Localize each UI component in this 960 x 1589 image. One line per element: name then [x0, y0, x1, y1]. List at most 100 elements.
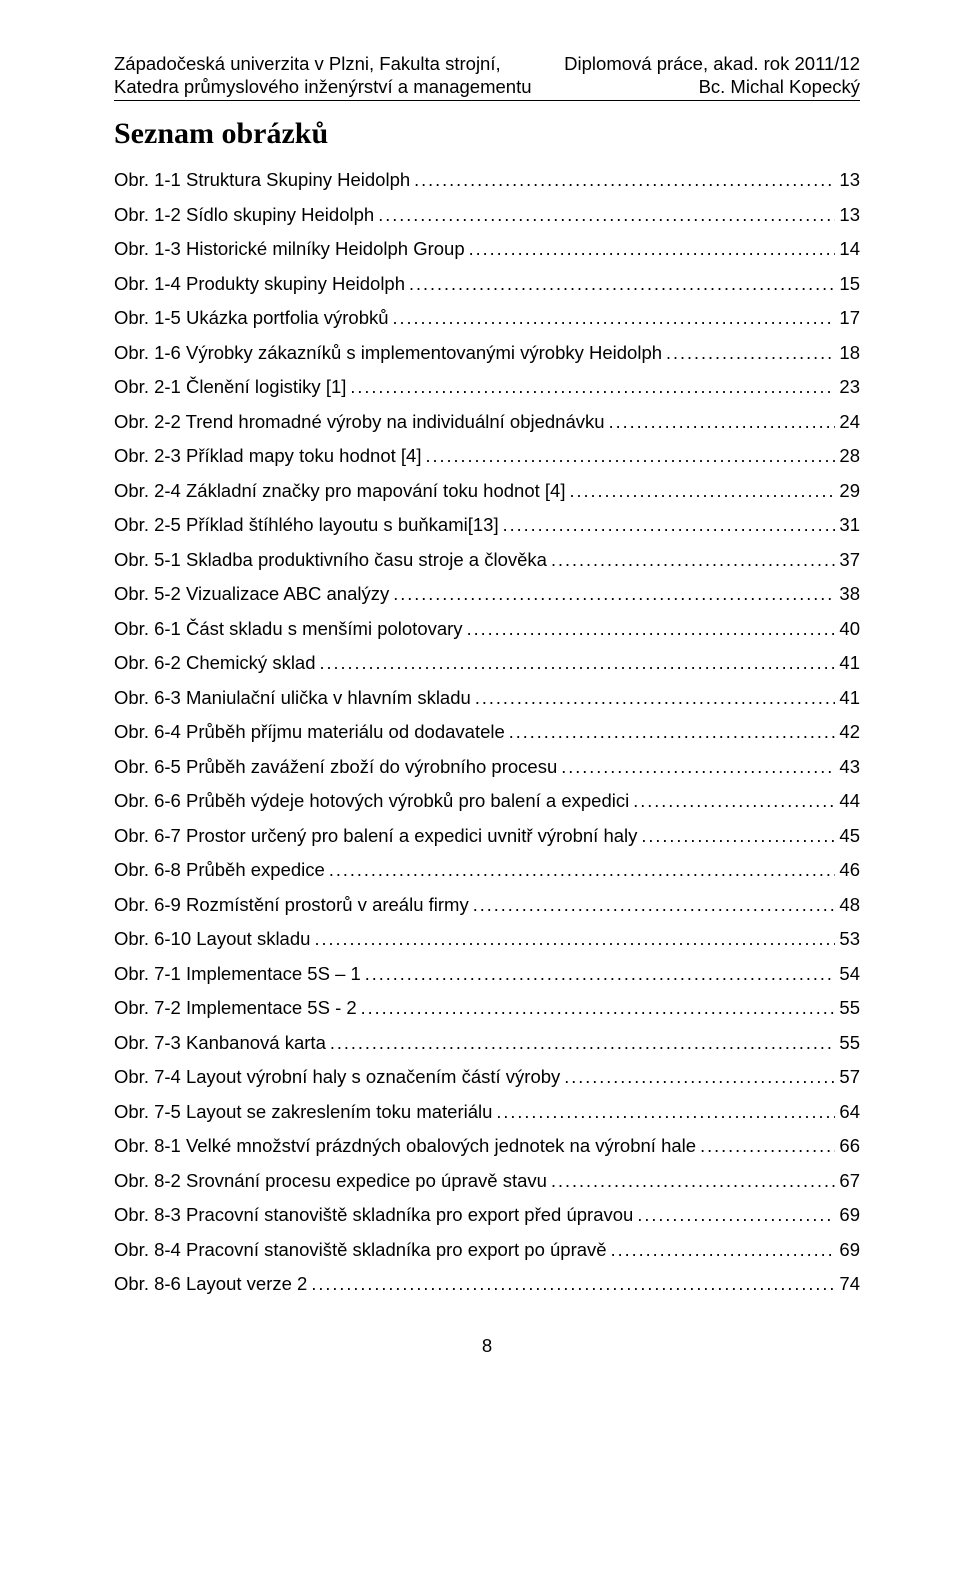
figure-entry: Obr. 6-4 Průběh příjmu materiálu od doda…: [114, 721, 860, 743]
figure-entry: Obr. 5-2 Vizualizace ABC analýzy38: [114, 583, 860, 605]
header-line-1: Západočeská univerzita v Plzni, Fakulta …: [114, 52, 860, 75]
figure-entry: Obr. 8-4 Pracovní stanoviště skladníka p…: [114, 1239, 860, 1261]
figure-entry: Obr. 7-3 Kanbanová karta55: [114, 1032, 860, 1054]
figure-entry: Obr. 1-4 Produkty skupiny Heidolph15: [114, 273, 860, 295]
figure-entry: Obr. 1-6 Výrobky zákazníků s implementov…: [114, 342, 860, 364]
dot-leader: [611, 1239, 836, 1261]
header-line-2: Katedra průmyslového inženýrství a manag…: [114, 75, 860, 98]
figure-page: 67: [839, 1170, 860, 1192]
figure-label: Obr. 1-5 Ukázka portfolia výrobků: [114, 307, 389, 329]
figure-label: Obr. 5-1 Skladba produktivního času stro…: [114, 549, 547, 571]
figure-entry: Obr. 1-2 Sídlo skupiny Heidolph13: [114, 204, 860, 226]
figure-label: Obr. 8-3 Pracovní stanoviště skladníka p…: [114, 1204, 633, 1226]
figure-label: Obr. 6-4 Průběh příjmu materiálu od doda…: [114, 721, 505, 743]
figure-label: Obr. 6-6 Průběh výdeje hotových výrobků …: [114, 790, 629, 812]
figure-label: Obr. 6-9 Rozmístění prostorů v areálu fi…: [114, 894, 469, 916]
dot-leader: [378, 204, 835, 226]
figure-entry: Obr. 8-6 Layout verze 2 74: [114, 1273, 860, 1295]
dot-leader: [330, 1032, 836, 1054]
dot-leader: [700, 1135, 835, 1157]
figure-entry: Obr. 7-2 Implementace 5S - 255: [114, 997, 860, 1019]
figure-entry: Obr. 6-6 Průběh výdeje hotových výrobků …: [114, 790, 860, 812]
figure-page: 17: [839, 307, 860, 329]
figure-label: Obr. 6-2 Chemický sklad: [114, 652, 316, 674]
figure-entry: Obr. 6-9 Rozmístění prostorů v areálu fi…: [114, 894, 860, 916]
figure-entry: Obr. 1-3 Historické milníky Heidolph Gro…: [114, 238, 860, 260]
figure-page: 41: [839, 687, 860, 709]
figure-page: 15: [839, 273, 860, 295]
dot-leader: [633, 790, 835, 812]
figure-label: Obr. 8-6 Layout verze 2: [114, 1273, 307, 1295]
figure-entry: Obr. 2-1 Členění logistiky [1] 23: [114, 376, 860, 398]
dot-leader: [314, 928, 835, 950]
header-left-1: Západočeská univerzita v Plzni, Fakulta …: [114, 52, 501, 75]
figure-entry: Obr. 6-8 Průběh expedice 46: [114, 859, 860, 881]
figure-page: 18: [839, 342, 860, 364]
figure-label: Obr. 1-1 Struktura Skupiny Heidolph: [114, 169, 410, 191]
figure-entry: Obr. 2-2 Trend hromadné výroby na indivi…: [114, 411, 860, 433]
figure-page: 28: [839, 445, 860, 467]
figure-label: Obr. 2-3 Příklad mapy toku hodnot [4]: [114, 445, 421, 467]
figure-entry: Obr. 7-4 Layout výrobní haly s označením…: [114, 1066, 860, 1088]
figure-label: Obr. 1-2 Sídlo skupiny Heidolph: [114, 204, 374, 226]
header-left-2: Katedra průmyslového inženýrství a manag…: [114, 75, 532, 98]
header-underline: [114, 100, 860, 101]
figure-page: 45: [839, 825, 860, 847]
dot-leader: [469, 238, 836, 260]
figure-page: 23: [839, 376, 860, 398]
figure-page: 53: [839, 928, 860, 950]
dot-leader: [609, 411, 836, 433]
figure-label: Obr. 6-10 Layout skladu: [114, 928, 310, 950]
dot-leader: [329, 859, 836, 881]
figure-label: Obr. 6-5 Průběh zavážení zboží do výrobn…: [114, 756, 557, 778]
figure-page: 43: [839, 756, 860, 778]
dot-leader: [551, 1170, 835, 1192]
figure-page: 40: [839, 618, 860, 640]
figure-entry: Obr. 8-2 Srovnání procesu expedice po úp…: [114, 1170, 860, 1192]
dot-leader: [496, 1101, 835, 1123]
figure-entry: Obr. 6-2 Chemický sklad41: [114, 652, 860, 674]
figure-entry: Obr. 5-1 Skladba produktivního času stro…: [114, 549, 860, 571]
figure-label: Obr. 8-2 Srovnání procesu expedice po úp…: [114, 1170, 547, 1192]
dot-leader: [393, 583, 835, 605]
figure-label: Obr. 5-2 Vizualizace ABC analýzy: [114, 583, 389, 605]
dot-leader: [409, 273, 835, 295]
figure-entry: Obr. 6-10 Layout skladu 53: [114, 928, 860, 950]
figure-page: 57: [839, 1066, 860, 1088]
figure-page: 31: [839, 514, 860, 536]
figure-label: Obr. 6-8 Průběh expedice: [114, 859, 325, 881]
dot-leader: [641, 825, 835, 847]
figure-label: Obr. 6-7 Prostor určený pro balení a exp…: [114, 825, 637, 847]
figure-entry: Obr. 1-5 Ukázka portfolia výrobků 17: [114, 307, 860, 329]
dot-leader: [365, 963, 836, 985]
figure-list: Obr. 1-1 Struktura Skupiny Heidolph13Obr…: [114, 169, 860, 1295]
dot-leader: [311, 1273, 835, 1295]
figure-entry: Obr. 6-1 Část skladu s menšími polotovar…: [114, 618, 860, 640]
dot-leader: [637, 1204, 835, 1226]
figure-entry: Obr. 2-3 Příklad mapy toku hodnot [4] 28: [114, 445, 860, 467]
dot-leader: [467, 618, 836, 640]
dot-leader: [509, 721, 836, 743]
figure-entry: Obr. 8-1 Velké množství prázdných obalov…: [114, 1135, 860, 1157]
dot-leader: [350, 376, 835, 398]
figure-label: Obr. 2-1 Členění logistiky [1]: [114, 376, 346, 398]
figure-page: 24: [839, 411, 860, 433]
figure-label: Obr. 1-6 Výrobky zákazníků s implementov…: [114, 342, 662, 364]
figure-entry: Obr. 2-4 Základní značky pro mapování to…: [114, 480, 860, 502]
figure-label: Obr. 1-3 Historické milníky Heidolph Gro…: [114, 238, 465, 260]
figure-page: 74: [839, 1273, 860, 1295]
dot-leader: [361, 997, 836, 1019]
figure-page: 13: [839, 169, 860, 191]
dot-leader: [569, 480, 835, 502]
figure-page: 64: [839, 1101, 860, 1123]
figure-label: Obr. 7-5 Layout se zakreslením toku mate…: [114, 1101, 492, 1123]
dot-leader: [503, 514, 836, 536]
figure-label: Obr. 2-4 Základní značky pro mapování to…: [114, 480, 565, 502]
figure-entry: Obr. 6-5 Průběh zavážení zboží do výrobn…: [114, 756, 860, 778]
dot-leader: [564, 1066, 835, 1088]
figure-page: 46: [839, 859, 860, 881]
figure-entry: Obr. 7-5 Layout se zakreslením toku mate…: [114, 1101, 860, 1123]
dot-leader: [475, 687, 836, 709]
figure-entry: Obr. 1-1 Struktura Skupiny Heidolph 13: [114, 169, 860, 191]
figure-entry: Obr. 6-7 Prostor určený pro balení a exp…: [114, 825, 860, 847]
